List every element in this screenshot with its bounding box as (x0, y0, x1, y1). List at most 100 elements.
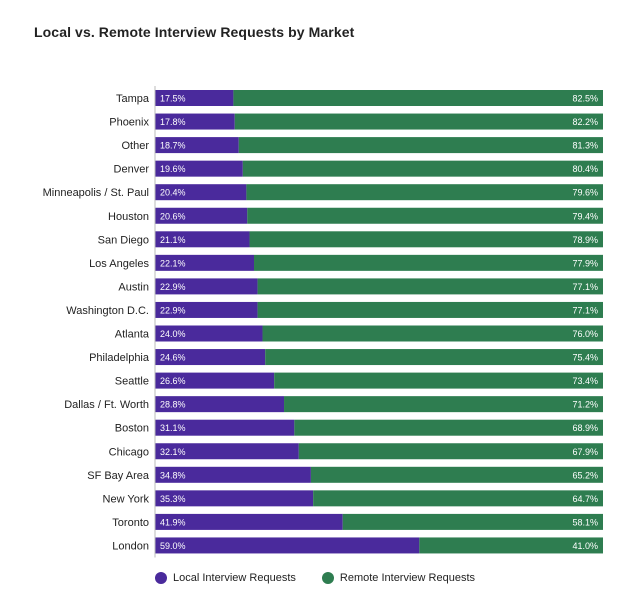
bar-remote (242, 160, 604, 177)
category-label: Dallas / Ft. Worth (64, 399, 149, 411)
data-label-remote: 82.2% (572, 117, 598, 127)
category-label: Tampa (116, 93, 150, 105)
data-label-remote: 78.9% (572, 235, 598, 245)
data-label-local: 26.6% (160, 376, 186, 386)
data-label-local: 17.5% (160, 94, 186, 104)
bar-local (155, 137, 239, 154)
bar-local (155, 349, 266, 366)
bar-local (155, 537, 420, 554)
data-label-remote: 64.7% (572, 494, 598, 504)
data-label-remote: 73.4% (572, 376, 598, 386)
bar-local (155, 443, 299, 460)
bar-local (155, 513, 343, 530)
data-label-local: 18.7% (160, 141, 186, 151)
category-label: Houston (108, 211, 149, 223)
category-label: San Diego (98, 234, 149, 246)
category-label: Boston (115, 423, 149, 435)
bar-remote (247, 207, 603, 224)
labels-layer: Tampa 17.5% 82.5% Phoenix 17.8% 82.2% Other 18.… (43, 93, 598, 552)
bar-local (155, 490, 314, 507)
data-label-remote: 77.1% (572, 305, 598, 315)
category-label: Austin (118, 281, 149, 293)
data-label-local: 35.3% (160, 494, 186, 504)
bar-remote (262, 325, 603, 342)
category-label: Washington D.C. (66, 305, 149, 317)
legend-swatch-remote (321, 572, 334, 584)
bar-remote (284, 396, 603, 413)
bars-layer (154, 86, 604, 558)
category-label: Other (121, 140, 149, 152)
data-label-local: 24.6% (160, 353, 186, 363)
data-label-remote: 77.9% (572, 258, 598, 268)
bar-local (155, 372, 275, 389)
category-label: Philadelphia (89, 352, 150, 364)
category-label: Los Angeles (89, 258, 149, 270)
bar-local (155, 301, 258, 318)
bar-remote (419, 537, 603, 554)
data-label-remote: 71.2% (572, 400, 598, 410)
data-label-local: 41.9% (160, 517, 186, 527)
data-label-remote: 75.4% (572, 353, 598, 363)
bar-remote (313, 490, 603, 507)
bar-local (155, 325, 263, 342)
data-label-local: 19.6% (160, 164, 186, 174)
bar-local (155, 160, 243, 177)
legend-label-remote: Remote Interview Requests (339, 572, 476, 584)
data-label-local: 28.8% (160, 400, 186, 410)
data-label-local: 22.1% (160, 258, 186, 268)
bar-local (155, 419, 295, 436)
bar-remote (310, 466, 603, 483)
data-label-local: 24.0% (160, 329, 186, 339)
bar-local (155, 396, 285, 413)
legend-label-local: Local Interview Requests (172, 572, 296, 584)
category-label: London (112, 540, 149, 552)
data-label-remote: 80.4% (572, 164, 598, 174)
bar-remote (246, 184, 603, 201)
category-label: Atlanta (115, 329, 150, 341)
bar-remote (274, 372, 603, 389)
data-label-local: 17.8% (160, 117, 186, 127)
bar-remote (342, 513, 603, 530)
data-label-local: 22.9% (160, 305, 186, 315)
bar-remote (257, 301, 603, 318)
bar-local (155, 231, 250, 248)
data-label-remote: 77.1% (572, 282, 598, 292)
bar-local (155, 90, 234, 106)
bar-local (155, 184, 247, 201)
data-label-local: 31.1% (160, 423, 186, 433)
category-label: Toronto (112, 517, 149, 529)
category-label: New York (103, 493, 150, 505)
data-label-remote: 79.6% (572, 188, 598, 198)
data-label-remote: 67.9% (572, 447, 598, 457)
category-label: SF Bay Area (87, 470, 150, 482)
bar-local (155, 466, 311, 483)
legend-item-local: Local Interview Requests (154, 572, 296, 584)
bar-remote (265, 349, 603, 366)
category-label: Phoenix (109, 117, 149, 129)
data-label-local: 20.6% (160, 211, 186, 221)
bar-local (155, 278, 258, 295)
category-label: Chicago (109, 446, 149, 458)
bar-remote (233, 90, 603, 106)
data-label-local: 21.1% (160, 235, 186, 245)
bar-remote (298, 443, 603, 460)
data-label-local: 20.4% (160, 188, 186, 198)
data-label-local: 32.1% (160, 447, 186, 457)
legend-swatch-local (154, 572, 167, 584)
chart-title: Local vs. Remote Interview Requests by M… (34, 24, 355, 40)
bar-remote (234, 113, 603, 130)
data-label-local: 22.9% (160, 282, 186, 292)
category-label: Minneapolis / St. Paul (43, 187, 149, 199)
data-label-local: 59.0% (160, 541, 186, 551)
data-label-remote: 65.2% (572, 470, 598, 480)
data-label-remote: 76.0% (572, 329, 598, 339)
category-label: Seattle (115, 376, 149, 388)
bar-remote (238, 137, 603, 154)
legend-item-remote: Remote Interview Requests (321, 572, 476, 584)
bar-remote (249, 231, 603, 248)
data-label-remote: 81.3% (572, 141, 598, 151)
legend: Local Interview Requests Remote Intervie… (0, 572, 630, 584)
bar-remote (294, 419, 603, 436)
category-label: Denver (114, 164, 150, 176)
